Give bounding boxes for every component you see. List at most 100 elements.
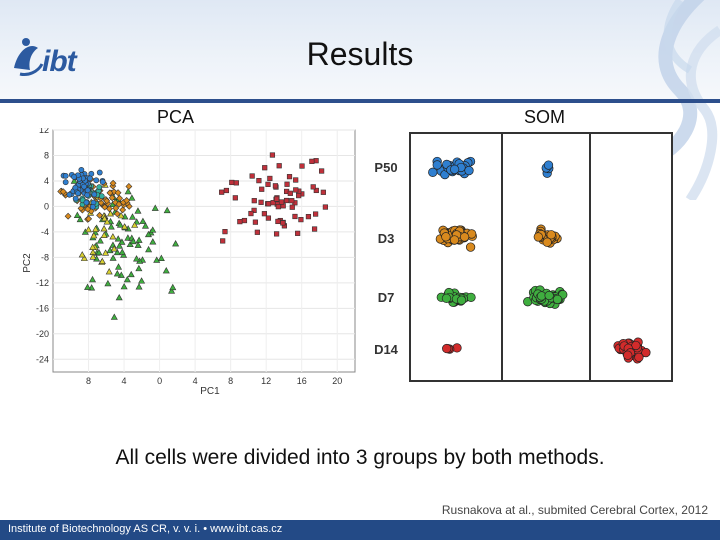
pca-point xyxy=(128,213,137,220)
pca-point xyxy=(96,169,103,176)
pca-point xyxy=(310,184,316,190)
header-background xyxy=(0,0,720,100)
pca-point xyxy=(261,211,268,217)
pca-point xyxy=(71,174,77,180)
som-point xyxy=(464,165,474,176)
pca-point xyxy=(89,275,97,283)
pca-point xyxy=(262,165,268,171)
pca-point xyxy=(293,177,299,183)
pca-point xyxy=(252,219,259,225)
pca-y-tick-label: -8 xyxy=(41,252,49,262)
pca-plot-area xyxy=(52,129,356,373)
pca-point xyxy=(128,194,136,201)
pca-point xyxy=(153,256,161,263)
pca-point xyxy=(129,237,137,245)
pca-point xyxy=(151,204,159,211)
pca-point xyxy=(280,220,286,226)
pca-point xyxy=(78,167,85,173)
pca-point xyxy=(101,214,109,222)
pca-point xyxy=(163,206,171,214)
pca-grid xyxy=(53,129,355,372)
pca-point xyxy=(116,194,124,202)
pca-point xyxy=(135,264,143,272)
pca-x-tick-label: 4 xyxy=(193,376,198,386)
pca-point xyxy=(311,226,318,232)
pca-points xyxy=(57,152,328,320)
pca-point xyxy=(133,255,141,262)
pca-point xyxy=(278,199,285,205)
som-point xyxy=(428,167,438,177)
som-label: SOM xyxy=(524,107,566,127)
pca-y-tick-label: -12 xyxy=(36,278,49,288)
pca-point xyxy=(220,238,226,244)
pca-point xyxy=(270,200,276,206)
som-point xyxy=(543,160,554,170)
som-point xyxy=(546,230,556,240)
pca-point xyxy=(248,210,254,217)
pca-point xyxy=(121,223,129,230)
pca-point xyxy=(103,197,111,205)
pca-point xyxy=(305,214,312,220)
pca-point xyxy=(258,199,264,205)
citation: Rusnakova at al., submited Cerebral Cort… xyxy=(441,503,708,517)
pca-x-tick-label: 4 xyxy=(122,376,127,386)
pca-point xyxy=(95,248,103,256)
pca-point xyxy=(118,238,126,245)
pca-point xyxy=(85,225,93,233)
pca-point xyxy=(287,190,293,196)
pca-x-tick-label: 8 xyxy=(86,376,91,386)
pca-point xyxy=(64,212,72,220)
pca-point xyxy=(109,233,117,240)
pca-point xyxy=(91,191,98,198)
footer-text: Institute of Biotechnology AS CR, v. v. … xyxy=(8,523,283,535)
pca-point xyxy=(269,152,276,158)
pca-point xyxy=(222,229,228,235)
som-point xyxy=(459,232,470,242)
som-point xyxy=(441,232,451,242)
pca-point xyxy=(96,237,104,244)
pca-point xyxy=(119,206,127,214)
som-point xyxy=(449,164,460,175)
pca-point xyxy=(59,188,67,196)
pca-point xyxy=(286,174,293,180)
som-point xyxy=(542,237,552,247)
pca-point xyxy=(265,181,271,187)
pca-point xyxy=(149,238,157,245)
pca-point xyxy=(106,210,114,217)
pca-x-tick-label: 8 xyxy=(228,376,233,386)
som-row-label-d14: D14 xyxy=(374,342,399,357)
pca-point xyxy=(251,198,257,204)
pca-point xyxy=(254,229,260,235)
pca-point xyxy=(157,254,165,261)
som-point xyxy=(634,352,644,362)
pca-point xyxy=(115,263,123,270)
pca-point xyxy=(78,251,86,258)
pca-point xyxy=(219,189,225,195)
pca-point xyxy=(123,275,131,283)
pca-point xyxy=(109,254,117,261)
slide-caption: All cells were divided into 3 groups by … xyxy=(115,446,605,469)
pca-point xyxy=(322,204,328,210)
pca-point xyxy=(116,221,124,228)
pca-y-tick-label: -24 xyxy=(36,354,49,364)
pca-point xyxy=(89,243,97,250)
pca-point xyxy=(273,231,280,237)
pca-point xyxy=(293,187,299,193)
pca-point xyxy=(275,204,281,210)
pca-point xyxy=(114,235,122,242)
pca-y-ticks: 12 8 4 0 -4 -8 -12 -16 -20 -24 xyxy=(36,128,49,364)
logo-text: ibt xyxy=(42,45,77,78)
pca-point xyxy=(299,163,305,169)
pca-point xyxy=(289,204,295,210)
pca-point xyxy=(313,211,319,217)
pca-point xyxy=(309,158,315,164)
pca-x-tick-label: 20 xyxy=(332,376,342,386)
pca-point xyxy=(98,257,106,265)
pca-point xyxy=(168,287,176,294)
som-row-label-d3: D3 xyxy=(378,231,395,246)
pca-y-tick-label: -4 xyxy=(41,227,49,237)
pca-point xyxy=(131,221,139,228)
som-point xyxy=(552,294,563,305)
pca-point xyxy=(289,198,295,204)
som-row-label-p50: P50 xyxy=(374,160,397,175)
